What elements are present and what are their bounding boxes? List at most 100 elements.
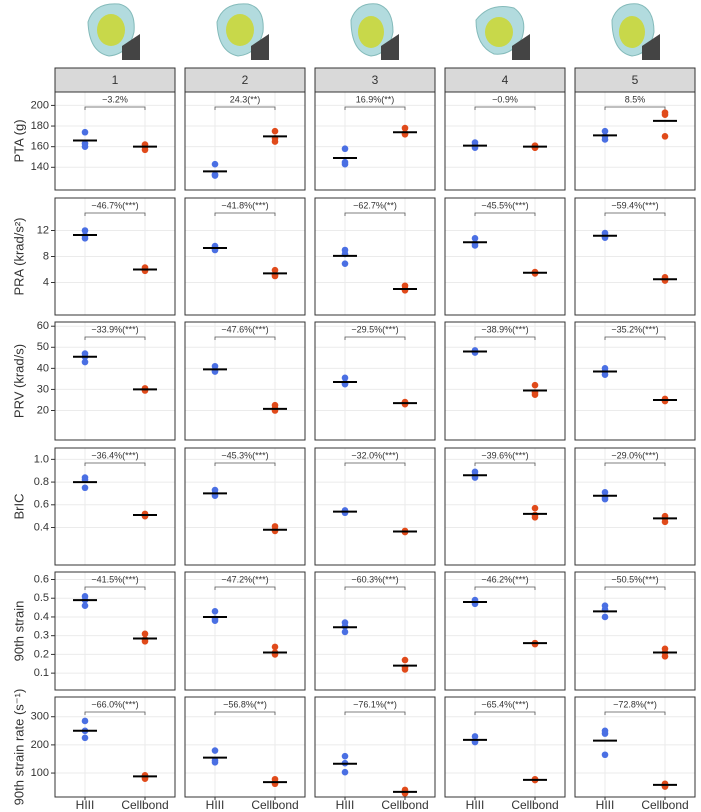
annotation: −36.4%(***)	[91, 450, 138, 460]
panel-border	[314, 447, 436, 566]
panel-background	[185, 322, 305, 440]
panel-border	[314, 321, 436, 441]
panel-border	[184, 447, 306, 566]
annotation: −46.7%(***)	[91, 200, 138, 210]
panel-border	[314, 571, 436, 691]
data-point	[81, 734, 89, 742]
y-tick-label: 12	[37, 224, 49, 236]
data-point	[271, 643, 279, 651]
significance-bracket	[214, 336, 276, 340]
x-tick-label: Cellbond	[381, 798, 428, 812]
data-point	[401, 656, 409, 664]
data-point	[401, 400, 409, 408]
annotation: −29.5%(***)	[351, 324, 398, 334]
data-point	[341, 260, 349, 267]
x-tick-label: HIII	[76, 798, 95, 812]
facet-label: 4	[502, 73, 509, 87]
significance-bracket	[214, 212, 276, 216]
panel-border	[184, 197, 306, 316]
panel-border	[574, 91, 696, 191]
annotation: −29.0%(***)	[611, 450, 658, 460]
significance-bracket	[344, 106, 406, 110]
significance-bracket	[84, 336, 146, 340]
data-point	[341, 752, 349, 760]
panel-background	[575, 448, 695, 565]
data-point	[341, 768, 349, 776]
helmet-icon	[475, 6, 530, 60]
y-tick-label: 60	[37, 320, 49, 332]
y-tick-label: 40	[37, 362, 49, 374]
data-point	[531, 504, 539, 512]
data-point	[211, 172, 219, 179]
data-point	[81, 602, 89, 610]
y-tick-label: 0.3	[34, 630, 49, 642]
x-tick-label: HIII	[466, 798, 485, 812]
data-point	[141, 512, 149, 520]
data-point	[531, 381, 539, 389]
annotation: −0.9%	[492, 94, 518, 104]
annotation: −41.5%(***)	[91, 574, 138, 584]
data-point	[401, 666, 409, 673]
panel-background	[445, 322, 565, 440]
significance-bracket	[214, 586, 276, 590]
y-tick-label: 50	[37, 341, 49, 353]
data-point	[211, 759, 219, 766]
panel-background	[575, 697, 695, 797]
y-tick-label: 1.0	[34, 453, 49, 465]
data-point	[601, 136, 609, 143]
annotation: −62.7%(**)	[353, 200, 397, 210]
x-tick-label: HIII	[336, 798, 355, 812]
data-point	[81, 143, 89, 150]
annotation: −35.2%(***)	[611, 324, 658, 334]
y-tick-label: 0.1	[34, 667, 49, 679]
annotation: −60.3%(***)	[351, 574, 398, 584]
y-tick-label: 200	[31, 739, 49, 751]
helmet-icons	[87, 3, 660, 60]
panel-background	[445, 448, 565, 565]
panel-background	[185, 697, 305, 797]
y-tick-label: 4	[43, 276, 49, 288]
y-axis-label: PTA (g)	[11, 119, 26, 162]
x-tick-label: Cellbond	[511, 798, 558, 812]
y-tick-label: 0.5	[34, 592, 49, 604]
annotation: −50.5%(***)	[611, 574, 658, 584]
panel-border	[184, 696, 306, 798]
panel-border	[444, 91, 566, 191]
panel-border	[444, 321, 566, 441]
annotation: −45.3%(***)	[221, 450, 268, 460]
annotation: 16.9%(**)	[356, 94, 395, 104]
panel-border	[314, 91, 436, 191]
significance-bracket	[604, 462, 666, 466]
significance-bracket	[214, 462, 276, 466]
panel-border	[54, 197, 176, 316]
x-tick-label: Cellbond	[641, 798, 688, 812]
annotation: −76.1%(**)	[353, 699, 397, 709]
data-point	[141, 146, 149, 154]
y-tick-label: 0.6	[34, 499, 49, 511]
significance-bracket	[604, 336, 666, 340]
data-point	[661, 518, 669, 526]
data-point	[211, 747, 219, 754]
data-point	[341, 160, 349, 168]
panel-background	[315, 448, 435, 565]
panel-background	[55, 572, 175, 690]
data-point	[531, 391, 539, 398]
data-point	[401, 124, 409, 132]
panel-border	[54, 571, 176, 691]
significance-bracket	[84, 106, 146, 110]
significance-bracket	[214, 711, 276, 715]
helmet-icon	[216, 3, 269, 60]
panel-background	[55, 448, 175, 565]
data-point	[341, 509, 349, 517]
data-point	[81, 358, 89, 366]
facet-strip	[314, 67, 436, 93]
panel-border	[314, 696, 436, 798]
panel-background	[575, 322, 695, 440]
annotation: −45.5%(***)	[481, 200, 528, 210]
panel-border	[184, 321, 306, 441]
data-point	[601, 730, 609, 737]
data-point	[271, 127, 279, 135]
panel-background	[575, 92, 695, 190]
facet-strip	[54, 67, 176, 93]
